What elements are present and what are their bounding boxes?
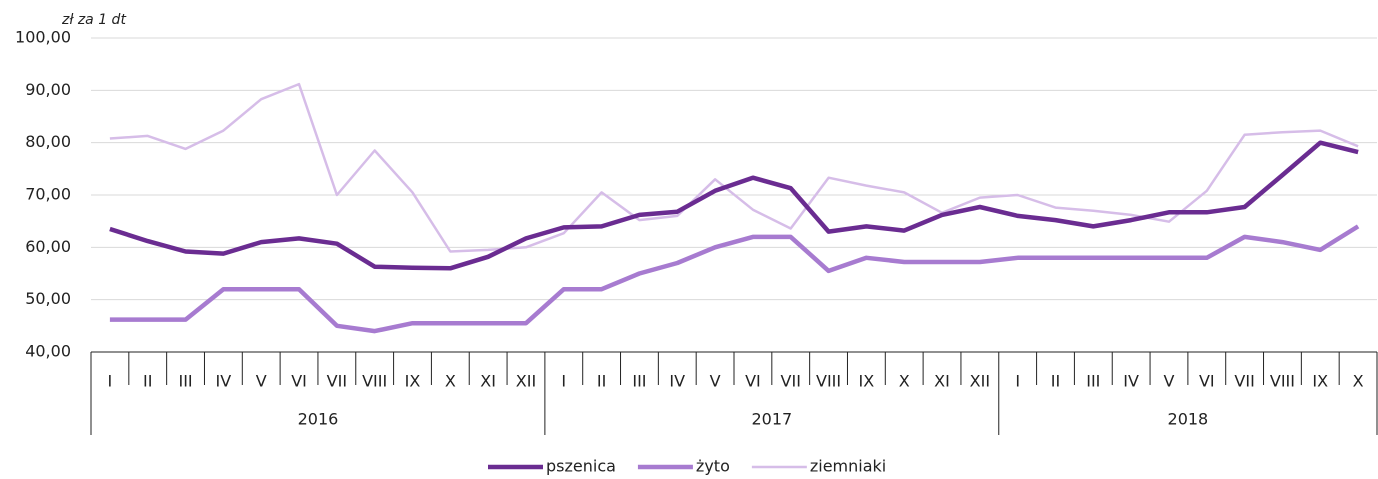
x-tick-label: VIII [816,372,841,391]
x-tick-label: V [1163,372,1174,391]
x-tick-label: VII [781,372,801,391]
x-tick-label: I [1015,372,1020,391]
x-tick-label: III [1086,372,1100,391]
y-tick-label: 40,00 [25,342,71,361]
legend-label: pszenica [546,457,616,476]
year-label: 2016 [298,410,339,429]
x-tick-label: II [143,372,152,391]
x-tick-label: I [108,372,113,391]
x-tick-label: VIII [362,372,387,391]
legend-label: ziemniaki [810,457,886,476]
x-tick-label: IV [669,372,685,391]
x-tick-label: IX [405,372,421,391]
x-tick-label: VI [291,372,307,391]
x-tick-label: VI [745,372,761,391]
x-tick-label: III [178,372,192,391]
y-tick-label: 80,00 [25,132,71,151]
y-tick-label: 60,00 [25,237,71,256]
y-axis-label: zł za 1 dt [61,12,126,28]
x-tick-label: VII [1234,372,1254,391]
x-tick-label: X [899,372,910,391]
x-tick-label: IV [1123,372,1139,391]
y-tick-label: 100,00 [15,28,71,47]
x-tick-label: VII [327,372,347,391]
x-tick-label: II [597,372,606,391]
x-tick-label: III [632,372,646,391]
x-tick-label: X [445,372,456,391]
y-tick-label: 50,00 [25,289,71,308]
x-tick-label: II [1051,372,1060,391]
x-tick-label: X [1353,372,1364,391]
x-tick-label: XII [516,372,536,391]
x-tick-label: XI [480,372,496,391]
x-tick-label: XI [934,372,950,391]
x-tick-label: VI [1199,372,1215,391]
y-tick-label: 70,00 [25,185,71,204]
series-line [109,82,1359,253]
series-line [109,224,1360,334]
x-tick-label: IX [859,372,875,391]
legend-label: żyto [696,457,730,476]
y-tick-label: 90,00 [25,80,71,99]
x-tick-label: VIII [1270,372,1295,391]
x-tick-label: IX [1312,372,1328,391]
year-label: 2017 [751,410,792,429]
x-tick-label: V [256,372,267,391]
x-tick-label: I [561,372,566,391]
year-label: 2018 [1168,410,1209,429]
x-tick-label: V [710,372,721,391]
x-tick-label: IV [216,372,232,391]
series-line [109,140,1359,271]
x-tick-label: XII [970,372,990,391]
